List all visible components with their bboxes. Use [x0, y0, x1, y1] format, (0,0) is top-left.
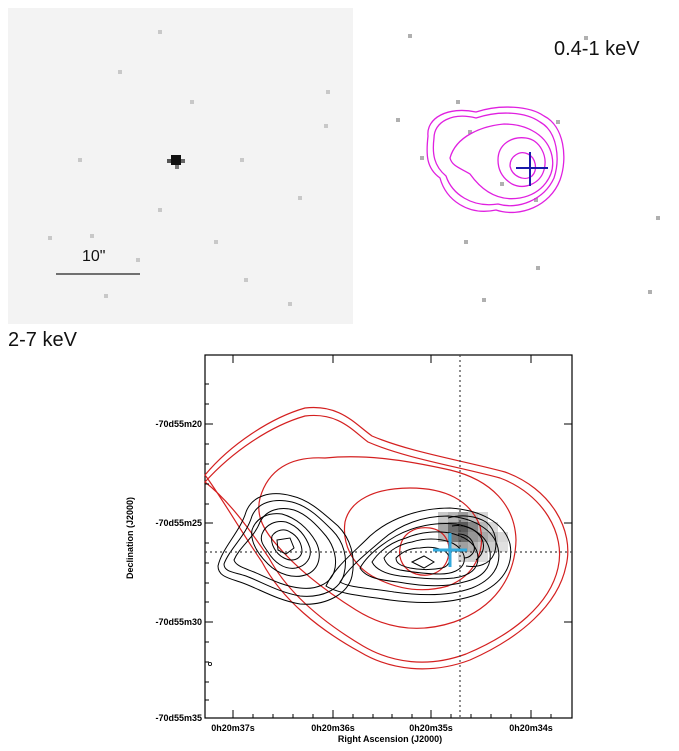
soft-band-panel: 0.4-1 keV [370, 8, 679, 324]
x-axis-label: Right Ascension (J2000) [338, 734, 442, 744]
background-noise-pixels [396, 34, 660, 302]
x-tick-label: 0h20m36s [311, 723, 355, 733]
red-contours [204, 406, 569, 670]
background-noise-pixels [48, 30, 330, 306]
contour-map-figure: -70d55m20 -70d55m25 -70d55m30 -70d55m35 … [125, 354, 573, 744]
point-source [167, 155, 185, 169]
y-tick-label: -70d55m25 [155, 518, 202, 528]
x-tick-labels: 0h20m37s 0h20m36s 0h20m35s 0h20m34s [211, 723, 553, 733]
source-position-marker [433, 533, 467, 567]
x-tick-label: 0h20m34s [509, 723, 553, 733]
source-position-marker [516, 152, 548, 186]
y-tick-labels: -70d55m20 -70d55m25 -70d55m30 -70d55m35 [155, 419, 202, 723]
black-contours [217, 493, 512, 605]
x-axis-ticks [232, 355, 552, 718]
soft-xray-contours [426, 106, 565, 214]
y-tick-label: -70d55m20 [155, 419, 202, 429]
hard-band-panel: 2-7 keV 10" [8, 8, 353, 351]
y-axis-ticks [205, 383, 572, 719]
scale-bar-label: 10" [82, 248, 106, 265]
beam-symbol [207, 661, 212, 666]
x-tick-label: 0h20m35s [409, 723, 453, 733]
hard-band-image [48, 30, 330, 306]
soft-band-image [396, 34, 660, 302]
x-tick-label: 0h20m37s [211, 723, 255, 733]
energy-band-label: 0.4-1 keV [554, 38, 640, 60]
plot-frame [204, 354, 573, 719]
y-axis-label: Declination (J2000) [125, 497, 135, 579]
energy-band-label: 2-7 keV [8, 329, 77, 351]
y-tick-label: -70d55m30 [155, 617, 202, 627]
crosshair-lines [205, 355, 572, 718]
y-tick-label: -70d55m35 [155, 713, 202, 723]
